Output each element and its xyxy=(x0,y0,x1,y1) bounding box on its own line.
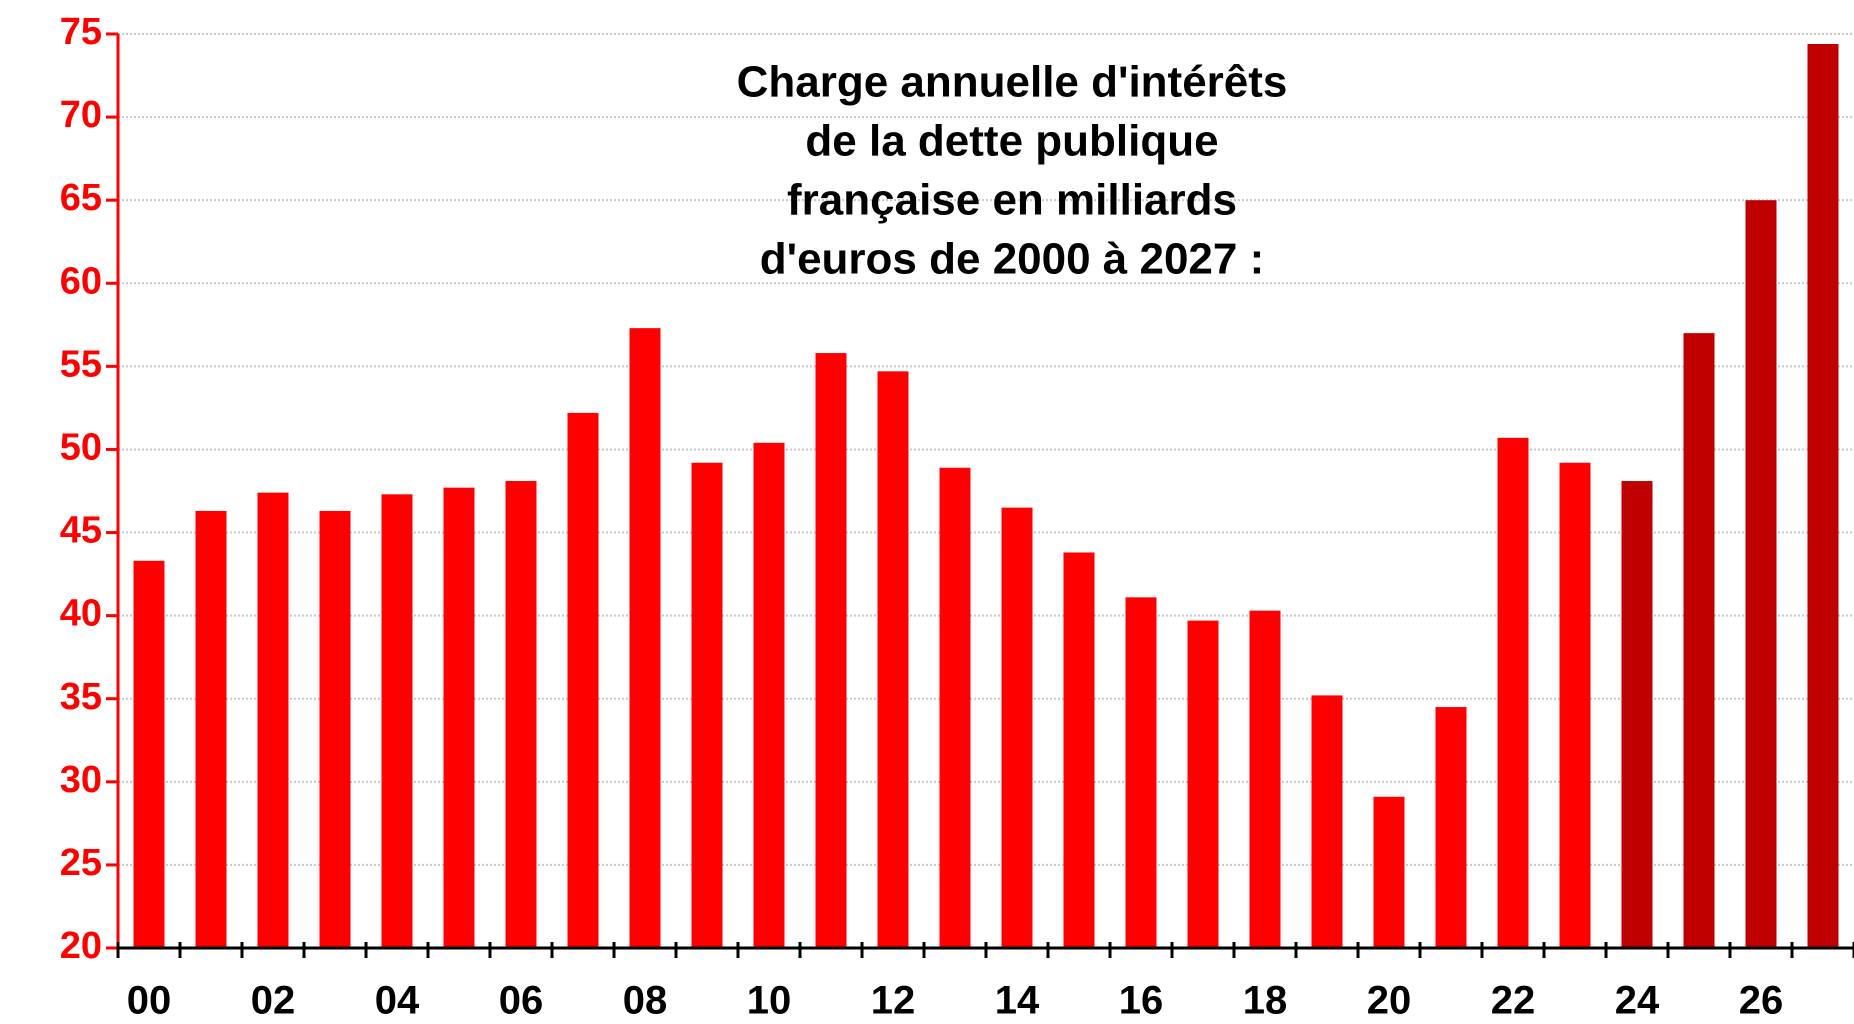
bar xyxy=(1683,333,1715,948)
bar xyxy=(1559,462,1591,948)
bar xyxy=(1373,796,1405,948)
bar xyxy=(1745,200,1777,948)
x-tick-label: 24 xyxy=(1615,979,1660,1023)
y-tick-label: 60 xyxy=(60,260,102,302)
x-tick-label: 26 xyxy=(1739,979,1784,1023)
x-tick-label: 20 xyxy=(1367,979,1412,1023)
chart-title: Charge annuelle d'intérêts de la dette pu… xyxy=(737,58,1288,284)
y-tick-label: 75 xyxy=(60,11,102,53)
bar xyxy=(567,412,599,948)
bar xyxy=(753,442,785,948)
y-tick-label: 25 xyxy=(60,842,102,884)
bar xyxy=(939,467,971,948)
bar xyxy=(877,371,909,948)
x-tick-label: 14 xyxy=(995,979,1040,1023)
x-tick-label: 06 xyxy=(499,979,544,1023)
x-tick-label: 10 xyxy=(747,979,792,1023)
x-tick-label: 18 xyxy=(1243,979,1288,1023)
x-tick-label: 04 xyxy=(375,979,420,1023)
bar xyxy=(381,494,413,948)
x-tick-label: 02 xyxy=(251,979,296,1023)
x-tick-label: 16 xyxy=(1119,979,1164,1023)
bar xyxy=(1621,481,1653,948)
chart-title-line: française en milliards xyxy=(787,176,1237,225)
bar xyxy=(505,481,537,948)
bar xyxy=(1001,507,1033,948)
grid xyxy=(118,33,1854,949)
axes: 20 25 30 35 40 45 50 55 60 65 70 75 00 02 04 06 08 10 12 14… xyxy=(60,11,1854,1023)
bar xyxy=(1063,552,1095,948)
bar xyxy=(1807,43,1839,949)
y-tick-label: 20 xyxy=(60,925,102,967)
y-tick-label: 50 xyxy=(60,426,102,468)
bar xyxy=(629,328,661,948)
bar xyxy=(1125,597,1157,948)
y-tick-label: 40 xyxy=(60,593,102,635)
x-tick-label: 12 xyxy=(871,979,916,1023)
x-tick-label: 00 xyxy=(127,979,172,1023)
bar xyxy=(133,560,165,948)
bar xyxy=(691,462,723,948)
y-tick-label: 35 xyxy=(60,676,102,718)
y-tick-label: 70 xyxy=(60,94,102,136)
bar xyxy=(1311,695,1343,948)
bar xyxy=(1187,620,1219,948)
bar xyxy=(443,487,475,948)
chart-title-line: de la dette publique xyxy=(805,117,1218,166)
y-tick-label: 55 xyxy=(60,343,102,385)
bars xyxy=(133,43,1839,949)
x-tick-label: 22 xyxy=(1491,979,1536,1023)
bar xyxy=(319,510,351,948)
y-tick-label: 65 xyxy=(60,177,102,219)
chart-title-line: d'euros de 2000 à 2027 : xyxy=(760,235,1265,284)
chart-title-line: Charge annuelle d'intérêts xyxy=(737,58,1288,107)
x-tick-label: 08 xyxy=(623,979,668,1023)
bar xyxy=(195,510,227,948)
y-tick-label: 30 xyxy=(60,759,102,801)
bar xyxy=(1497,437,1529,948)
bar xyxy=(1249,610,1281,948)
y-tick-label: 45 xyxy=(60,510,102,552)
bar xyxy=(257,492,289,948)
bar xyxy=(1435,707,1467,948)
bar xyxy=(815,353,847,948)
